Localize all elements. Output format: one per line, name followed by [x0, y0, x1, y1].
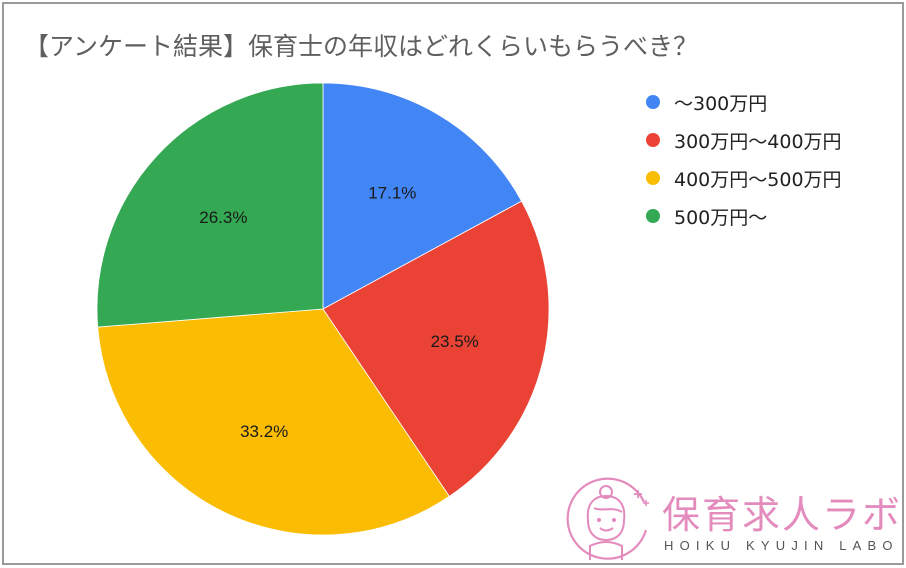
legend-item-under-300: ～300万円 — [646, 83, 842, 121]
legend-item-over-500: 500万円～ — [646, 197, 842, 235]
legend-marker-icon — [646, 133, 660, 147]
legend-item-400-500: 400万円～500万円 — [646, 159, 842, 197]
pie-slice — [322, 200, 550, 497]
pie-slice — [322, 82, 523, 310]
chart-title: 【アンケート結果】保育士の年収はどれくらいもらうべき？ — [24, 32, 699, 61]
pie-slice — [97, 308, 450, 536]
pie-data-label: 17.1% — [368, 183, 416, 202]
legend: ～300万円 300万円～400万円 400万円～500万円 500万円～ — [646, 83, 842, 235]
legend-label: 500万円～ — [674, 206, 768, 229]
legend-label: 300万円～400万円 — [674, 130, 842, 153]
pie-data-label: 23.5% — [431, 332, 479, 351]
pie-data-label: 33.2% — [240, 422, 288, 441]
legend-marker-icon — [646, 209, 660, 223]
pie-data-labels: 17.1% 23.5% 33.2% 26.3% — [199, 183, 479, 441]
legend-label: 400万円～500万円 — [674, 168, 842, 191]
legend-marker-icon — [646, 95, 660, 109]
legend-item-300-400: 300万円～400万円 — [646, 121, 842, 159]
brand-logo: 保育求人ラボ HOIKU KYUJIN LABO — [566, 472, 900, 562]
pie-data-label: 26.3% — [199, 208, 247, 227]
legend-marker-icon — [646, 171, 660, 185]
logo-text-en: HOIKU KYUJIN LABO — [664, 538, 899, 553]
pie-slice — [96, 82, 324, 328]
pie-slices — [96, 82, 550, 536]
nursery-teacher-face-icon — [566, 477, 649, 560]
legend-label: ～300万円 — [674, 92, 768, 115]
logo-text-jp: 保育求人ラボ — [662, 493, 903, 537]
